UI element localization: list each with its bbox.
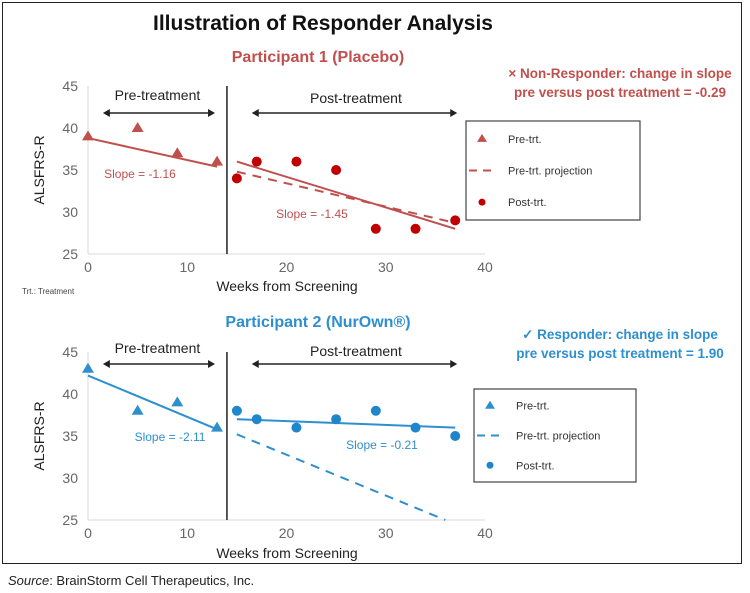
legend-dot-icon <box>478 198 486 206</box>
x-tick-label: 30 <box>378 259 394 275</box>
pre-slope-label: Slope = -1.16 <box>104 167 176 181</box>
post-slope-label: Slope = -1.45 <box>276 207 348 221</box>
post-treatment-point <box>251 156 262 167</box>
post-treatment-point <box>331 414 342 425</box>
legend-entry: Post-trt. <box>508 197 547 209</box>
post-treatment-label: Post-treatment <box>310 343 402 359</box>
y-tick-label: 35 <box>62 428 78 444</box>
y-tick-label: 45 <box>62 78 78 94</box>
legend-entry: Pre-trt. <box>516 401 550 413</box>
x-tick-label: 40 <box>477 259 493 275</box>
chart-panel-1: Participant 1 (Placebo) × Non-Responder: … <box>31 49 732 294</box>
footnote: Trt.: Treatment <box>22 287 75 296</box>
responder-annotation: ✓ Responder: change in slope <box>522 327 718 342</box>
post-treatment-point <box>410 223 421 234</box>
post-treatment-point <box>231 405 242 416</box>
pre-treatment-point <box>131 404 144 415</box>
x-tick-label: 40 <box>477 525 493 541</box>
pre-treatment-fit-line <box>87 137 218 168</box>
legend-entry: Pre-trt. projection <box>516 431 600 443</box>
y-tick-label: 30 <box>62 204 78 220</box>
pre-treatment-arrowhead-right <box>208 109 216 117</box>
x-tick-label: 10 <box>179 525 195 541</box>
y-axis-label: ALSFRS-R <box>31 401 47 470</box>
legend-box <box>473 388 637 483</box>
post-treatment-point <box>370 223 381 234</box>
pre-treatment-point <box>82 362 94 373</box>
chart-panel-2: Participant 2 (NurOwn®) ✓ Responder: chan… <box>31 314 724 561</box>
figure-title: Illustration of Responder Analysis <box>153 12 493 35</box>
post-treatment-label: Post-treatment <box>310 90 402 106</box>
panel-title: Participant 1 (Placebo) <box>232 49 405 66</box>
post-treatment-arrowhead-left <box>251 360 259 368</box>
source-text: : BrainStorm Cell Therapeutics, Inc. <box>49 573 255 588</box>
post-treatment-fit-line <box>236 160 456 230</box>
source-label: Source <box>8 573 50 588</box>
legend-box <box>465 120 641 221</box>
y-tick-label: 30 <box>62 470 78 486</box>
y-tick-label: 35 <box>62 162 78 178</box>
pre-treatment-point <box>171 396 184 407</box>
legend-triangle-icon <box>477 133 487 142</box>
post-treatment-point <box>410 422 421 433</box>
pre-treatment-arrowhead-left <box>102 109 110 117</box>
legend: Pre-trt. Pre-trt. projection Post-trt. <box>473 388 637 483</box>
y-tick-label: 40 <box>62 120 78 136</box>
source-note: Source: BrainStorm Cell Therapeutics, In… <box>8 573 254 588</box>
pre-treatment-label: Pre-treatment <box>115 340 201 356</box>
pre-treatment-point <box>171 147 184 158</box>
x-axis-label: Weeks from Screening <box>216 278 357 294</box>
responder-annotation: × Non-Responder: change in slope <box>508 66 732 81</box>
y-axis-label: ALSFRS-R <box>31 135 47 204</box>
x-tick-label: 20 <box>279 525 295 541</box>
post-treatment-point <box>450 431 461 441</box>
responder-annotation-line2: pre versus post treatment = -0.29 <box>514 85 726 100</box>
x-tick-label: 10 <box>179 259 195 275</box>
post-treatment-arrowhead-right <box>450 109 458 117</box>
post-treatment-point <box>251 414 262 425</box>
pre-treatment-point <box>82 130 94 141</box>
x-tick-label: 0 <box>84 259 92 275</box>
pre-treatment-projection-line <box>236 170 456 224</box>
post-treatment-point <box>291 156 302 167</box>
y-tick-label: 45 <box>62 344 78 360</box>
legend-triangle-icon <box>485 400 495 409</box>
x-tick-label: 20 <box>279 259 295 275</box>
pre-treatment-point <box>131 122 144 132</box>
legend-entry: Pre-trt. projection <box>508 166 592 178</box>
figure-frame <box>2 2 742 564</box>
pre-slope-label: Slope = -2.11 <box>135 430 206 444</box>
pre-treatment-fit-line <box>87 374 218 431</box>
post-treatment-arrowhead-right <box>450 360 458 368</box>
legend-entry: Post-trt. <box>516 460 555 472</box>
pre-treatment-label: Pre-treatment <box>115 87 201 103</box>
pre-treatment-point <box>211 155 224 166</box>
panel-title: Participant 2 (NurOwn®) <box>225 314 410 331</box>
post-treatment-point <box>331 165 342 175</box>
y-tick-label: 25 <box>62 246 78 262</box>
pre-treatment-arrowhead-left <box>102 360 110 368</box>
x-tick-label: 30 <box>378 525 394 541</box>
post-slope-label: Slope = -0.21 <box>346 438 418 452</box>
legend-entry: Pre-trt. <box>508 134 542 146</box>
legend-dot-icon <box>486 461 494 469</box>
pre-treatment-arrowhead-right <box>208 360 216 368</box>
post-treatment-arrowhead-left <box>251 109 259 117</box>
y-tick-label: 25 <box>62 512 78 528</box>
legend: Pre-trt. Pre-trt. projection Post-trt. <box>465 120 641 221</box>
x-tick-label: 0 <box>84 525 92 541</box>
x-axis-label: Weeks from Screening <box>216 545 357 561</box>
responder-annotation-line2: pre versus post treatment = 1.90 <box>516 346 723 361</box>
pre-treatment-projection-line <box>236 433 446 521</box>
post-treatment-point <box>450 215 461 226</box>
y-tick-label: 40 <box>62 386 78 402</box>
post-treatment-point <box>370 405 381 416</box>
pre-treatment-point <box>211 421 224 432</box>
post-treatment-point <box>291 422 302 433</box>
post-treatment-point <box>231 173 242 184</box>
post-treatment-fit-line <box>236 418 456 429</box>
